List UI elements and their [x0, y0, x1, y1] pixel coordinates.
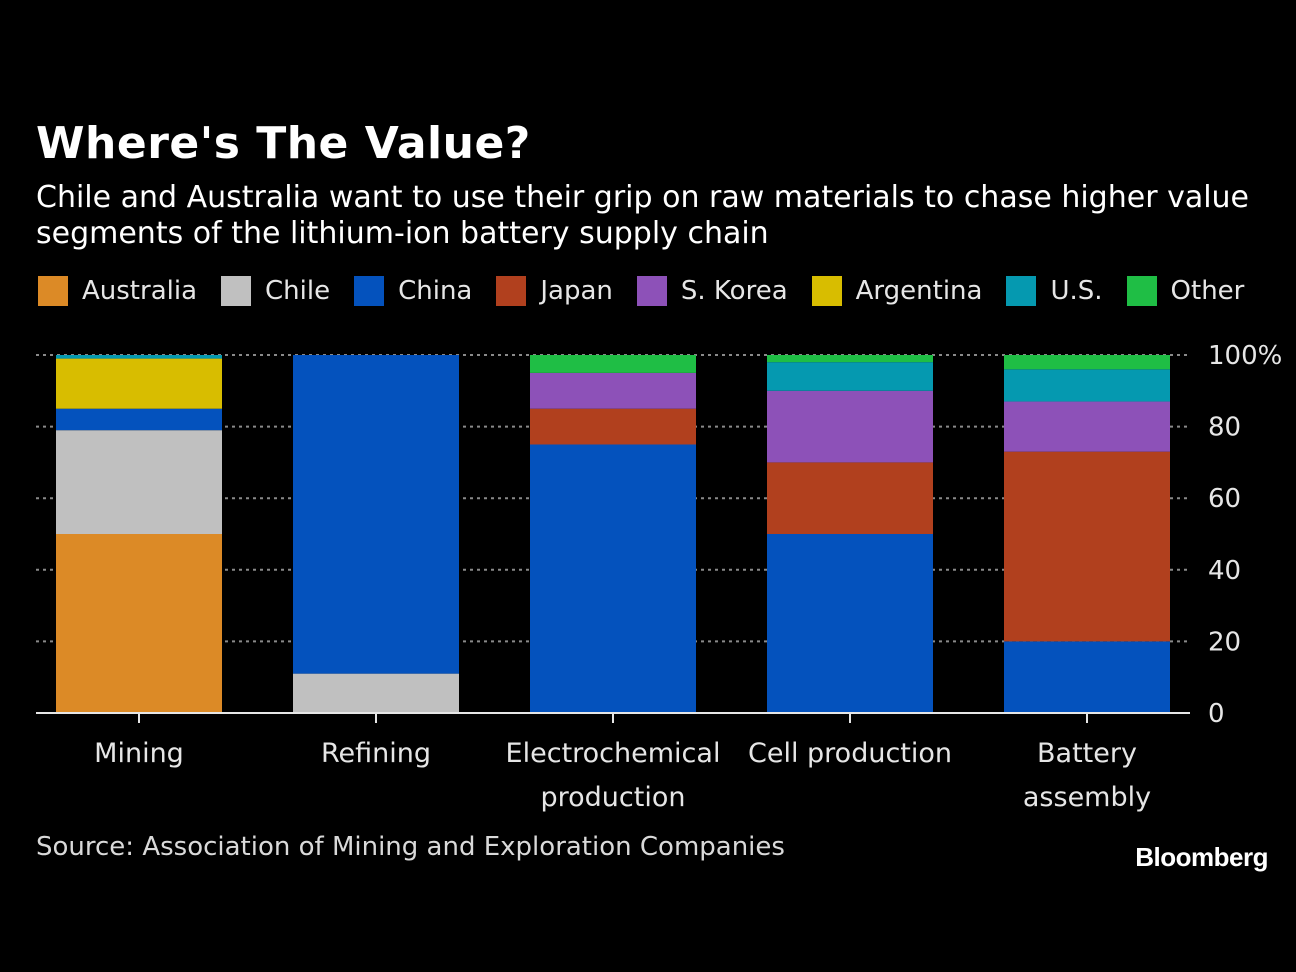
- bloomberg-logo: Bloomberg: [1135, 842, 1268, 872]
- bar-segment-other: [530, 355, 696, 373]
- legend-item-s-korea: S. Korea: [636, 276, 788, 306]
- bar-segment-u-s-: [56, 355, 222, 359]
- bar-segment-china: [767, 534, 933, 713]
- legend-item-chile: Chile: [221, 276, 330, 306]
- y-tick-label: 100%: [1208, 341, 1282, 371]
- x-tick-label: Refining: [321, 738, 431, 769]
- y-tick-label: 80: [1208, 413, 1241, 443]
- chart-title: Where's The Value?: [36, 118, 531, 169]
- bar-segment-china: [56, 408, 222, 431]
- source-note: Source: Association of Mining and Explor…: [36, 832, 785, 862]
- x-tick-label: Electrochemical: [506, 738, 721, 769]
- x-tick-label: assembly: [1023, 782, 1151, 813]
- bar-segment-japan: [530, 408, 696, 445]
- legend-label: Argentina: [855, 276, 983, 306]
- legend-swatch: [1126, 276, 1157, 306]
- bar-segment-china: [293, 355, 459, 674]
- legend-label: U.S.: [1050, 276, 1103, 306]
- legend-item-other: Other: [1126, 276, 1245, 306]
- bar-segment-u-s-: [1004, 369, 1170, 402]
- legend-label: Australia: [82, 276, 198, 306]
- legend-label: Chile: [265, 276, 331, 306]
- x-tick-label: production: [541, 782, 686, 813]
- legend-label: S. Korea: [680, 276, 788, 306]
- bar-segment-s-korea: [1004, 401, 1170, 452]
- legend: Australia Chile China Japan S. Korea Argentin…: [38, 276, 1268, 306]
- legend-item-japan: Japan: [496, 276, 613, 306]
- bar-segment-japan: [1004, 451, 1170, 642]
- legend-swatch: [38, 276, 68, 306]
- legend-item-australia: Australia: [38, 276, 197, 306]
- bar-segment-australia: [56, 534, 222, 713]
- legend-swatch: [496, 276, 527, 306]
- bar-segment-other: [767, 355, 933, 363]
- legend-swatch: [811, 276, 842, 306]
- legend-label: Japan: [540, 276, 613, 306]
- legend-item-u-s-: U.S.: [1006, 276, 1103, 306]
- bar-segment-s-korea: [530, 372, 696, 409]
- bar-segment-u-s-: [767, 362, 933, 391]
- y-tick-label: 60: [1208, 484, 1241, 514]
- legend-label: China: [398, 276, 473, 306]
- legend-item-china: China: [354, 276, 472, 306]
- bar-segment-other: [1004, 355, 1170, 370]
- y-tick-label: 0: [1208, 699, 1225, 729]
- bar-segment-china: [530, 444, 696, 713]
- bar-segment-chile: [293, 673, 459, 713]
- legend-swatch: [636, 276, 667, 306]
- y-tick-label: 20: [1208, 627, 1241, 657]
- x-tick-label: Mining: [94, 738, 184, 769]
- bar-segment-s-korea: [767, 390, 933, 463]
- bar-segment-argentina: [56, 358, 222, 409]
- legend-item-argentina: Argentina: [811, 276, 983, 306]
- bar-segment-chile: [56, 430, 222, 534]
- legend-swatch: [1006, 276, 1037, 306]
- bar-segment-japan: [767, 462, 933, 534]
- legend-label: Other: [1170, 276, 1245, 306]
- x-tick-label: Battery: [1037, 738, 1137, 769]
- y-tick-label: 40: [1208, 556, 1241, 586]
- bar-segment-china: [1004, 641, 1170, 713]
- legend-swatch: [354, 276, 385, 306]
- chart-subtitle: Chile and Australia want to use their gr…: [36, 180, 1250, 251]
- legend-swatch: [221, 276, 252, 306]
- x-tick-label: Cell production: [748, 738, 952, 769]
